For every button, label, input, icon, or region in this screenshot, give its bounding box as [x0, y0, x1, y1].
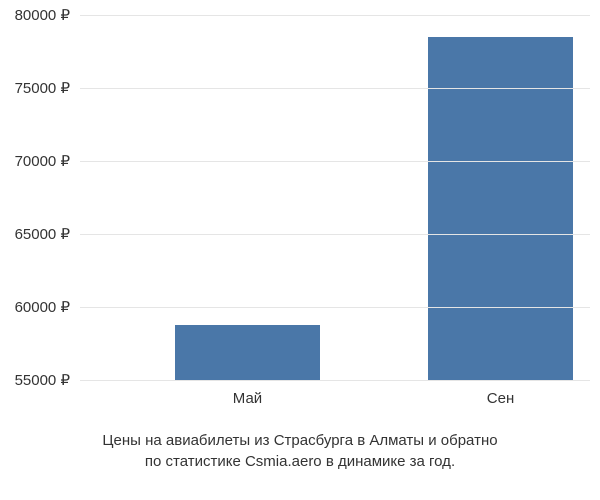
x-tick-label: Сен	[487, 390, 514, 407]
bar	[175, 325, 320, 380]
x-tick-label: Май	[233, 390, 262, 407]
caption-line1: Цены на авиабилеты из Страсбурга в Алмат…	[102, 432, 497, 449]
y-tick-label: 60000 ₽	[15, 298, 70, 316]
y-tick-label: 80000 ₽	[15, 6, 70, 24]
y-tick-label: 55000 ₽	[15, 371, 70, 389]
gridline	[80, 15, 590, 16]
y-tick-label: 70000 ₽	[15, 152, 70, 170]
gridline	[80, 88, 590, 89]
gridline	[80, 307, 590, 308]
gridline	[80, 161, 590, 162]
gridline	[80, 380, 590, 381]
chart-caption: Цены на авиабилеты из Страсбурга в Алмат…	[0, 430, 600, 472]
plot-area	[80, 0, 590, 380]
caption-line2: по статистике Csmia.aero в динамике за г…	[145, 453, 455, 470]
y-tick-label: 65000 ₽	[15, 225, 70, 243]
y-tick-label: 75000 ₽	[15, 79, 70, 97]
gridline	[80, 234, 590, 235]
price-chart: 55000 ₽ 60000 ₽ 65000 ₽ 70000 ₽ 75000 ₽ 80000…	[0, 0, 600, 420]
